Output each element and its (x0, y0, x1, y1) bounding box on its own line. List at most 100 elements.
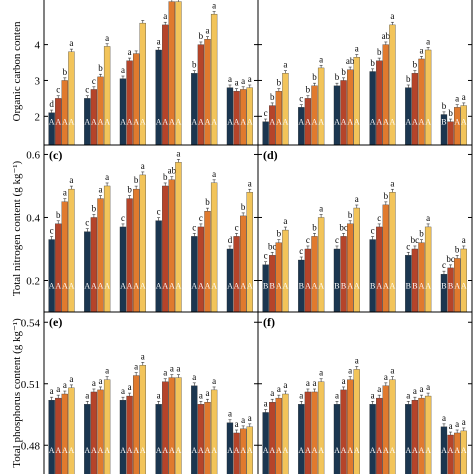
panel-b-bar (376, 60, 383, 146)
panel-d-bar (411, 248, 419, 313)
panel-f-letter-top: a (462, 417, 466, 427)
panel-b-letter-top: b (413, 60, 418, 70)
panel-e-letter-in: A (169, 446, 175, 455)
panel-a-letter-in: A (156, 117, 162, 126)
panel-d-letter-top: b (455, 244, 460, 254)
panel-f-letter-top: a (306, 378, 310, 388)
panel-b-letter-top: b (406, 74, 411, 84)
panel-d-letter-top: a (319, 203, 323, 213)
panel-a-letter-in: A (191, 117, 197, 126)
panel-f-letter-top: a (413, 386, 417, 396)
panel-a-letter-in: A (104, 117, 110, 126)
panel-d-bar (376, 226, 383, 313)
panel-d-bar (440, 274, 448, 313)
panel-b-letter-top: a (355, 44, 359, 54)
panel-d-bar (282, 229, 289, 313)
panel-a-letter-top: a (241, 76, 245, 86)
panel-e-bar (126, 395, 133, 474)
panel-e-letter-in: A (69, 446, 75, 455)
panel-d-bar (340, 236, 347, 313)
panel-d-letter-in: B (406, 282, 411, 291)
panel-d-letter-top: b (348, 210, 353, 220)
panel-f-letter-in: A (318, 446, 324, 455)
panel-d-bar (304, 248, 312, 313)
panel-c-letter-top: b (163, 172, 168, 182)
panel-c-letter-in: A (49, 282, 55, 291)
panel-d-letter-in: A (454, 282, 460, 291)
panel-c-bar (119, 226, 127, 313)
panel-b-letter-top: ab (346, 56, 355, 66)
panel-d-letter-top: c (406, 241, 410, 251)
panel-e-bar (204, 402, 211, 474)
panel-b-letter-in: A (376, 117, 382, 126)
panel-a-letter-in: A (240, 117, 246, 126)
panel-c-ylabel: Total nitrogen content (g kg⁻¹) (11, 160, 23, 296)
panel-a-letter-in: A (127, 117, 133, 126)
panel-d-bar (460, 248, 467, 313)
panel-b-letter-top: b (306, 85, 311, 95)
panel-c-label: (c) (49, 148, 62, 162)
panel-e-bar (48, 399, 55, 474)
panel-a-letter-in: A (176, 117, 182, 126)
panel-e-bar (61, 393, 68, 474)
panel-a-letter-top: a (163, 11, 167, 21)
panel-c-ytick-label: 0.4 (26, 212, 40, 224)
panel-f-bar (311, 391, 318, 474)
panel-d-letter-in: A (318, 282, 324, 291)
panel-b-bar (333, 85, 341, 146)
panel-d-letter-in: B (263, 282, 268, 291)
panel-e-letter-top: a (99, 376, 103, 386)
panel-f-bar (298, 404, 305, 474)
panel-c-letter-in: A (176, 282, 182, 291)
panel-a-letter-in: A (247, 117, 253, 126)
panel-e-letter-top: a (206, 388, 210, 398)
panel-c-bar (90, 217, 98, 313)
panel-b-letter-in: A (390, 117, 396, 126)
panel-f-letter-in: A (312, 446, 318, 455)
panel-a-bar (204, 39, 211, 146)
panel-c-bar (97, 198, 104, 313)
panel-f-letter-in: A (376, 446, 382, 455)
panel-e-letter-in: A (84, 446, 90, 455)
panel-e-letter-in: A (49, 446, 55, 455)
panel-c-letter-in: A (198, 282, 204, 291)
panel-a-letter-in: A (120, 117, 126, 126)
panel-f-letter-top: a (319, 368, 323, 378)
panel-d-letter-top: bc (411, 235, 420, 245)
panel-b-letter-top: c (264, 108, 268, 118)
panel-b-bar (262, 121, 269, 146)
panel-b-bar (282, 73, 289, 146)
panel-a-bar (226, 87, 234, 146)
panel-f-letter-in: A (263, 446, 269, 455)
panel-d-letter-in: A (419, 282, 425, 291)
panel-b-letter-top: b (335, 72, 340, 82)
panel-a-letter-in: A (84, 117, 90, 126)
panel-e-letter-top: a (85, 390, 89, 400)
panel-b-letter-top: a (420, 45, 424, 55)
panel-e-bar (133, 375, 140, 474)
panel-c-bar (233, 236, 240, 313)
panel-b-letter-in: A (383, 117, 389, 126)
panel-f-letter-in: A (283, 446, 289, 455)
panel-d-letter-in: A (347, 282, 353, 291)
panel-c-ytick-label: 0.6 (26, 149, 40, 161)
panel-a-letter-top: a (105, 33, 109, 43)
panel-b-letter-top: a (462, 92, 466, 102)
panel-c-letter-top: d (228, 235, 233, 245)
panel-e-bar (119, 399, 127, 474)
panel-d-letter-in: A (461, 282, 467, 291)
panel-a-letter-top: a (248, 74, 252, 84)
panel-b-bar (389, 24, 396, 146)
panel-f-bar (347, 379, 354, 474)
panel-e-ytick-label: 0.54 (21, 317, 41, 329)
panel-a-letter-in: A (62, 117, 68, 126)
panel-a-bar (155, 49, 162, 146)
panel-e-letter-in: A (91, 446, 97, 455)
panel-e-frame (43, 311, 259, 474)
panel-b-bar (411, 73, 419, 146)
panel-a-letter-top: b (192, 60, 197, 70)
panel-b-letter-in: A (347, 117, 353, 126)
panel-c-letter-in: A (240, 282, 246, 291)
panel-d-letter-in: A (425, 282, 431, 291)
panel-c-bar (84, 231, 91, 313)
